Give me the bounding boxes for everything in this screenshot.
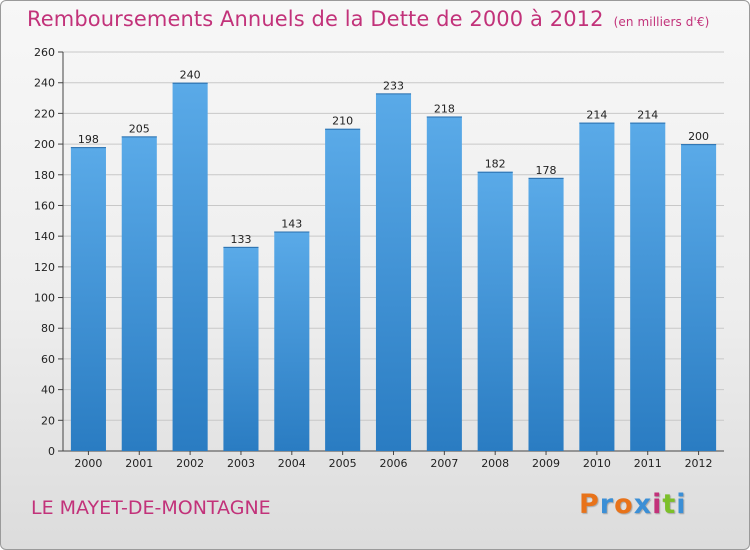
logo-letter: r (599, 489, 615, 520)
x-tick-label: 2007 (430, 457, 458, 470)
data-label: 218 (434, 102, 455, 115)
data-label: 214 (637, 109, 658, 122)
data-label: 200 (688, 130, 709, 143)
bar (121, 136, 157, 451)
data-label: 178 (536, 164, 557, 177)
data-label: 205 (129, 122, 150, 135)
bar (630, 122, 666, 451)
data-label: 198 (78, 133, 99, 146)
data-label: 133 (230, 233, 251, 246)
bar (579, 122, 615, 451)
y-tick-label: 40 (41, 384, 55, 397)
logo-letter: x (633, 489, 653, 520)
y-tick-label: 220 (34, 107, 55, 120)
y-tick-label: 160 (34, 199, 55, 212)
x-tick-label: 2000 (74, 457, 102, 470)
logo-letter: o (614, 489, 634, 520)
x-tick-label: 2009 (532, 457, 560, 470)
y-tick-label: 240 (34, 77, 55, 90)
x-tick-label: 2012 (685, 457, 713, 470)
logo-letter: i (676, 489, 687, 520)
bar (426, 116, 462, 451)
y-tick-label: 20 (41, 414, 55, 427)
y-tick-label: 140 (34, 230, 55, 243)
y-tick-label: 200 (34, 138, 55, 151)
x-tick-label: 2002 (176, 457, 204, 470)
data-label: 182 (485, 158, 506, 171)
bar (223, 246, 259, 451)
y-tick-label: 60 (41, 353, 55, 366)
x-tick-label: 2001 (125, 457, 153, 470)
bar (375, 93, 412, 451)
chart-title-text: Remboursements Annuels de la Dette de 20… (27, 7, 604, 31)
x-tick-label: 2006 (380, 457, 408, 470)
data-label: 240 (180, 69, 201, 82)
data-label: 214 (586, 109, 607, 122)
x-tick-label: 2003 (227, 457, 255, 470)
x-tick-label: 2005 (329, 457, 357, 470)
logo-letter: P (579, 489, 600, 520)
data-label: 233 (383, 79, 404, 92)
proxiti-logo: Proxiti (579, 489, 687, 520)
bar (274, 231, 310, 451)
bar (477, 171, 513, 451)
x-tick-label: 2008 (481, 457, 509, 470)
bar (70, 147, 106, 451)
data-label: 143 (281, 218, 302, 231)
bar (325, 128, 361, 451)
x-tick-label: 2011 (634, 457, 662, 470)
bar (528, 177, 564, 452)
logo-letter: i (652, 489, 663, 520)
logo-letter: t (662, 489, 677, 520)
chart-title: Remboursements Annuels de la Dette de 20… (27, 7, 709, 31)
bar (681, 144, 717, 452)
place-name: LE MAYET-DE-MONTAGNE (31, 497, 271, 519)
y-tick-label: 120 (34, 261, 55, 274)
x-tick-label: 2010 (583, 457, 611, 470)
y-tick-label: 0 (48, 445, 55, 458)
y-tick-label: 260 (34, 46, 55, 59)
y-tick-label: 80 (41, 322, 55, 335)
x-tick-label: 2004 (278, 457, 306, 470)
bar (172, 82, 208, 451)
y-tick-label: 180 (34, 169, 55, 182)
y-tick-label: 100 (34, 292, 55, 305)
data-label: 210 (332, 115, 353, 128)
chart-subtitle: (en milliers d'€) (613, 15, 710, 29)
